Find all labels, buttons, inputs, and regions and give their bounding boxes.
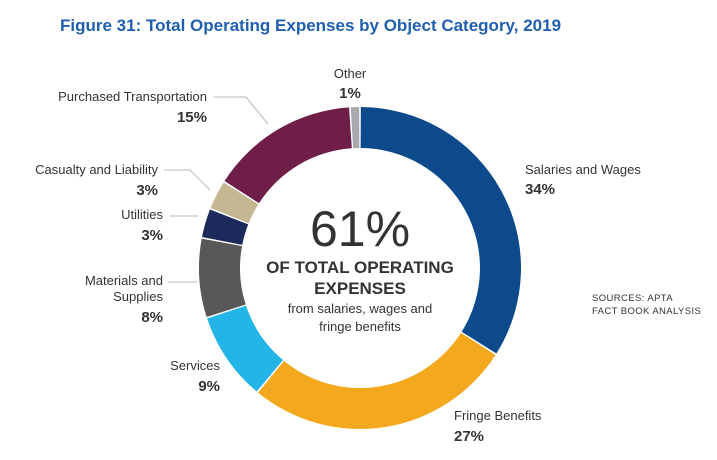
center-line-1: OF TOTAL OPERATING [266,258,454,277]
category-label-salaries-and-wages: Salaries and Wages [525,162,641,177]
slice-fringe-benefits [258,332,496,429]
leader-line-casualty-and-liability [164,169,211,191]
center-percent: 61% [310,201,410,257]
slice-services [207,305,284,392]
slice-casualty-and-liability [210,182,259,224]
category-label-materials-and-supplies: Materials and [85,273,163,288]
percent-label-services: 9% [198,378,220,395]
source-note: SOURCES: APTA FACT BOOK ANALYSIS [592,292,701,318]
leader-line-purchased-transportation [214,96,269,125]
chart-title: Figure 31: Total Operating Expenses by O… [60,16,562,35]
percent-label-materials-and-supplies: 8% [141,309,163,326]
category-label-services: Services [170,358,220,373]
category-label-utilities: Utilities [121,207,163,222]
label-utilities: Utilities 3% [121,207,198,244]
slice-purchased-transportation [224,107,352,204]
category-label-casualty-and-liability: Casualty and Liability [35,162,158,177]
source-line-1: SOURCES: APTA [592,293,674,304]
center-line-2: EXPENSES [314,279,406,298]
category-label-fringe-benefits: Fringe Benefits [454,408,542,423]
category-label-purchased-transportation: Purchased Transportation [58,89,207,104]
label-fringe-benefits: Fringe Benefits 27% [454,408,542,445]
label-purchased-transportation: Purchased Transportation 15% [58,89,269,126]
label-other: Other 1% [334,66,367,102]
center-line-3: from salaries, wages and [288,301,433,316]
slice-other [350,107,360,149]
donut-slices [198,107,522,429]
slice-materials-and-supplies [198,238,246,317]
label-casualty-and-liability: Casualty and Liability 3% [35,162,211,199]
percent-label-utilities: 3% [141,227,163,244]
slice-labels: Salaries and Wages 34% Fringe Benefits 27% S… [35,66,641,445]
slice-salaries-and-wages [360,107,522,354]
center-line-4: fringe benefits [319,319,401,334]
category-label-materials-and-supplies: Supplies [113,289,163,304]
center-summary: 61% OF TOTAL OPERATING EXPENSES from sal… [266,201,454,334]
percent-label-casualty-and-liability: 3% [136,182,158,199]
source-line-2: FACT BOOK ANALYSIS [592,306,702,317]
percent-label-other: 1% [339,85,361,102]
label-salaries-and-wages: Salaries and Wages 34% [525,162,641,198]
percent-label-purchased-transportation: 15% [177,109,207,126]
label-services: Services 9% [170,358,220,395]
percent-label-salaries-and-wages: 34% [525,181,555,198]
percent-label-fringe-benefits: 27% [454,428,484,445]
slice-utilities [202,209,249,245]
category-label-other: Other [334,66,367,81]
